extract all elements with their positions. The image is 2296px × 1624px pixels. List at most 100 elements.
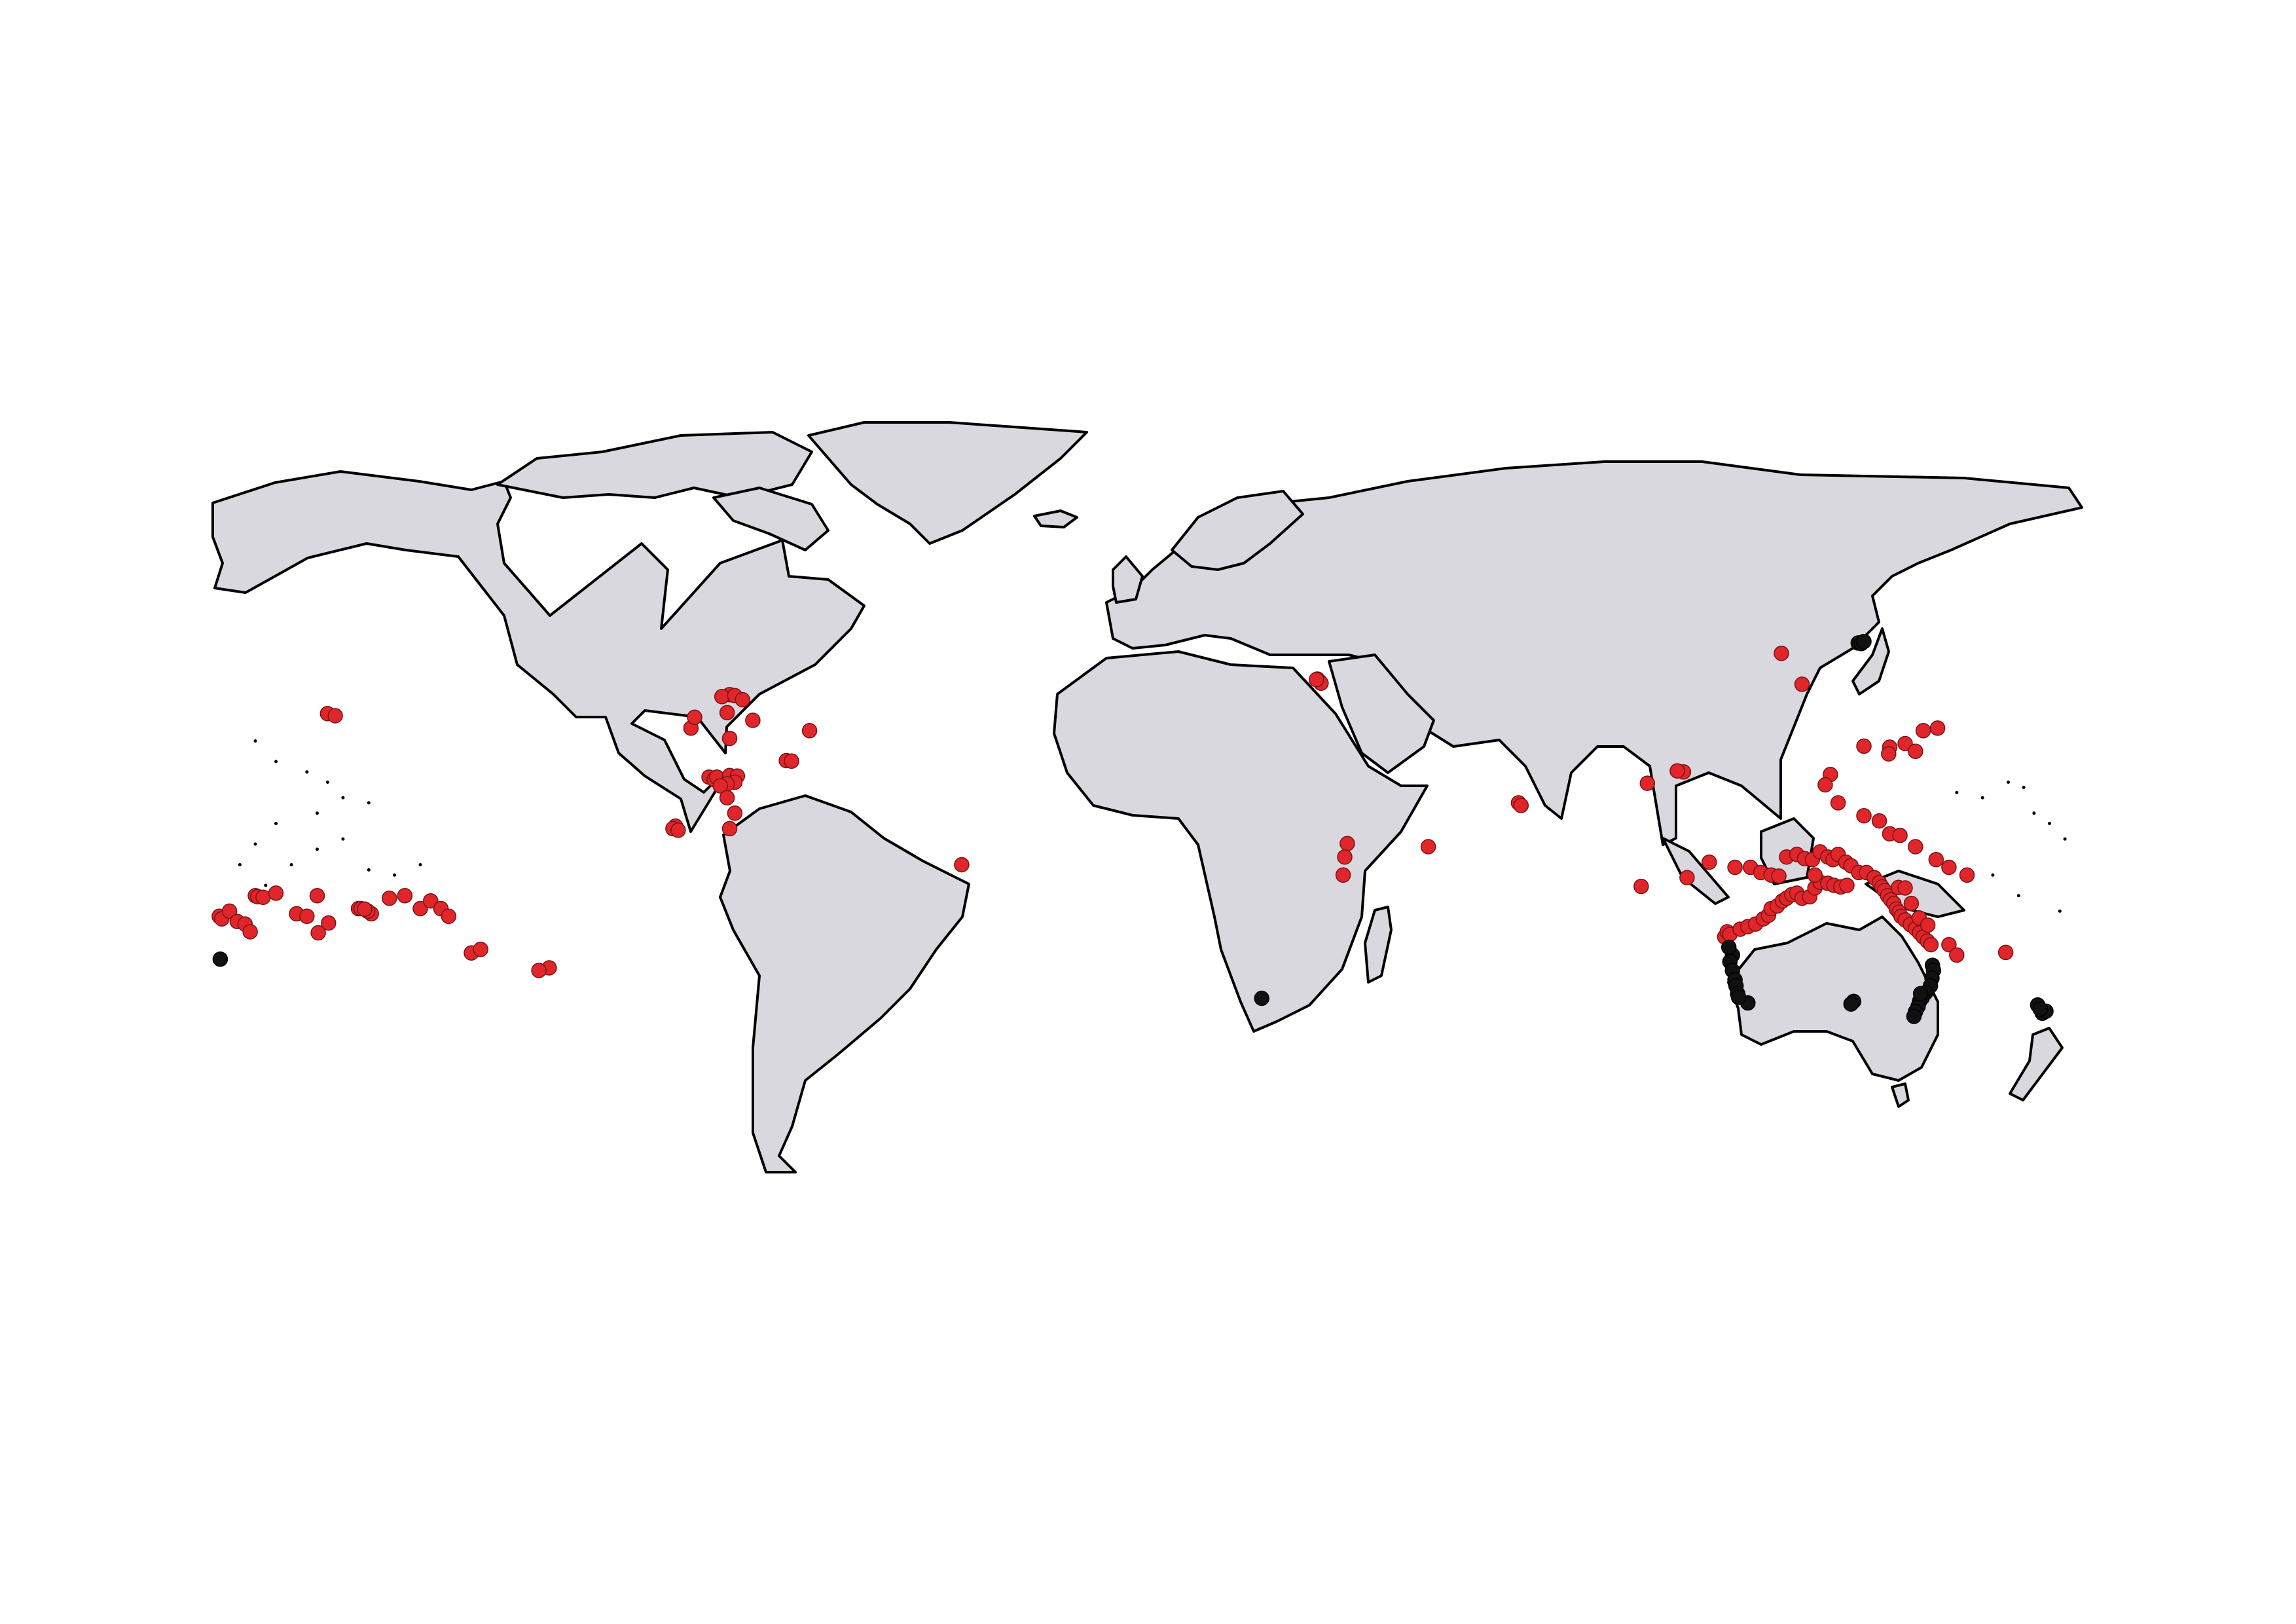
occurrence-point-red-24: [412, 900, 428, 917]
islet-12: [367, 801, 371, 805]
occurrence-point-red-18: [309, 888, 325, 904]
occurrence-point-black-3: [1721, 939, 1737, 955]
occurrence-point-black-1: [1254, 990, 1269, 1006]
occurrence-point-red-53: [784, 753, 799, 769]
occurrence-point-red-67: [1335, 867, 1351, 883]
occurrence-point-red-81: [1929, 720, 1946, 736]
occurrence-point-red-20: [310, 925, 326, 941]
occurrence-point-red-56: [670, 822, 686, 838]
occurrence-point-red-74: [1774, 645, 1789, 661]
occurrence-point-red-87: [1871, 813, 1887, 829]
occurrence-point-red-29: [473, 941, 488, 957]
occurrence-point-red-89: [1892, 827, 1908, 843]
occurrence-point-red-160: [1679, 870, 1695, 885]
islet-23: [2063, 837, 2067, 841]
occurrence-point-red-73: [1669, 763, 1685, 779]
land-layer: [211, 421, 2083, 1173]
landmass-africa: [1053, 650, 1429, 1033]
islet-21: [2032, 811, 2036, 815]
occurrence-point-red-49: [719, 705, 735, 720]
occurrence-point-red-71: [1639, 775, 1656, 791]
islet-17: [1955, 790, 1959, 794]
islet-11: [341, 796, 345, 800]
islet-0: [264, 883, 268, 887]
occurrence-point-red-85: [1830, 795, 1846, 811]
occurrence-point-red-78: [1881, 746, 1897, 762]
islet-26: [2058, 909, 2062, 913]
islet-22: [2048, 822, 2051, 825]
occurrence-point-red-131: [1903, 895, 1920, 912]
landmass-south-america: [719, 794, 970, 1173]
occurrence-point-red-6: [357, 901, 373, 917]
occurrence-point-red-76: [1856, 738, 1872, 754]
occurrence-point-red-133: [1920, 917, 1936, 933]
islet-20: [2022, 785, 2026, 789]
occurrence-point-red-45: [714, 689, 730, 705]
occurrence-point-red-60: [954, 857, 970, 873]
occurrence-point-black-10: [1730, 989, 1747, 1005]
occurrence-point-black-22: [1906, 1008, 1922, 1024]
occurrence-point-red-130: [1897, 880, 1913, 896]
islet-7: [238, 863, 242, 866]
occurrence-point-red-91: [1928, 851, 1944, 868]
islet-19: [2007, 781, 2010, 784]
occurrence-point-red-31: [531, 963, 547, 978]
occurrence-point-red-12: [242, 924, 258, 940]
occurrence-point-red-135: [1949, 947, 1965, 963]
occurrence-point-red-27: [441, 908, 457, 925]
occurrence-point-red-92: [1941, 859, 1957, 876]
landmass-japan: [1851, 627, 1890, 695]
occurrence-point-red-57: [719, 790, 735, 805]
occurrence-point-red-68: [1420, 839, 1436, 855]
landmass-new-zealand: [2009, 1027, 2064, 1101]
occurrence-point-red-134: [1941, 936, 1957, 953]
occurrence-point-red-94: [1702, 854, 1717, 870]
occurrence-point-red-70: [1513, 798, 1529, 813]
landmass-britain: [1112, 555, 1144, 604]
islet-3: [341, 837, 345, 841]
landmass-madagascar: [1364, 906, 1393, 984]
islet-10: [316, 811, 319, 815]
occurrence-point-red-93: [1959, 867, 1975, 883]
islet-8: [253, 842, 257, 846]
occurrence-point-red-79: [1897, 735, 1913, 752]
landmass-scandinavia: [1171, 490, 1304, 571]
occurrence-point-red-136: [1997, 944, 2014, 961]
occurrence-point-red-16: [268, 885, 284, 901]
occurrence-point-red-99: [1771, 868, 1787, 884]
occurrence-point-red-15: [255, 889, 271, 905]
occurrence-point-red-90: [1908, 839, 1923, 855]
occurrence-point-red-159: [1807, 867, 1823, 883]
landmass-canadian-arctic: [496, 431, 813, 499]
islet-5: [393, 873, 397, 877]
occurrence-point-red-65: [1339, 836, 1355, 852]
islet-16: [325, 781, 329, 784]
occurrence-point-red-47: [735, 692, 750, 708]
islet-2: [316, 847, 319, 851]
occurrence-point-black-0: [212, 951, 228, 967]
occurrence-point-red-48: [745, 712, 761, 728]
islet-1: [289, 863, 293, 866]
occurrence-point-red-82: [1915, 723, 1931, 739]
occurrence-point-red-84: [1817, 777, 1833, 793]
occurrence-point-red-128: [1923, 936, 1939, 953]
islet-14: [274, 760, 278, 764]
occurrence-point-red-86: [1856, 807, 1872, 824]
islet-25: [2016, 894, 2020, 898]
islet-9: [274, 822, 278, 825]
landmass-eurasia: [1105, 460, 2083, 846]
occurrence-point-red-22: [382, 890, 397, 906]
landmass-north-america: [211, 470, 866, 833]
occurrence-point-red-66: [1337, 849, 1353, 865]
islet-13: [253, 739, 257, 743]
islet-layer: [238, 739, 2067, 913]
occurrence-point-red-25: [423, 893, 439, 909]
islet-4: [367, 868, 371, 872]
occurrence-point-red-80: [1908, 743, 1923, 760]
landmass-sumatra: [1662, 837, 1730, 905]
occurrence-point-red-58: [727, 805, 743, 821]
landmass-arabia: [1328, 654, 1435, 774]
occurrence-point-red-95: [1727, 859, 1743, 876]
occurrence-point-red-75: [1794, 676, 1810, 692]
occurrence-layer: [211, 633, 2054, 1024]
